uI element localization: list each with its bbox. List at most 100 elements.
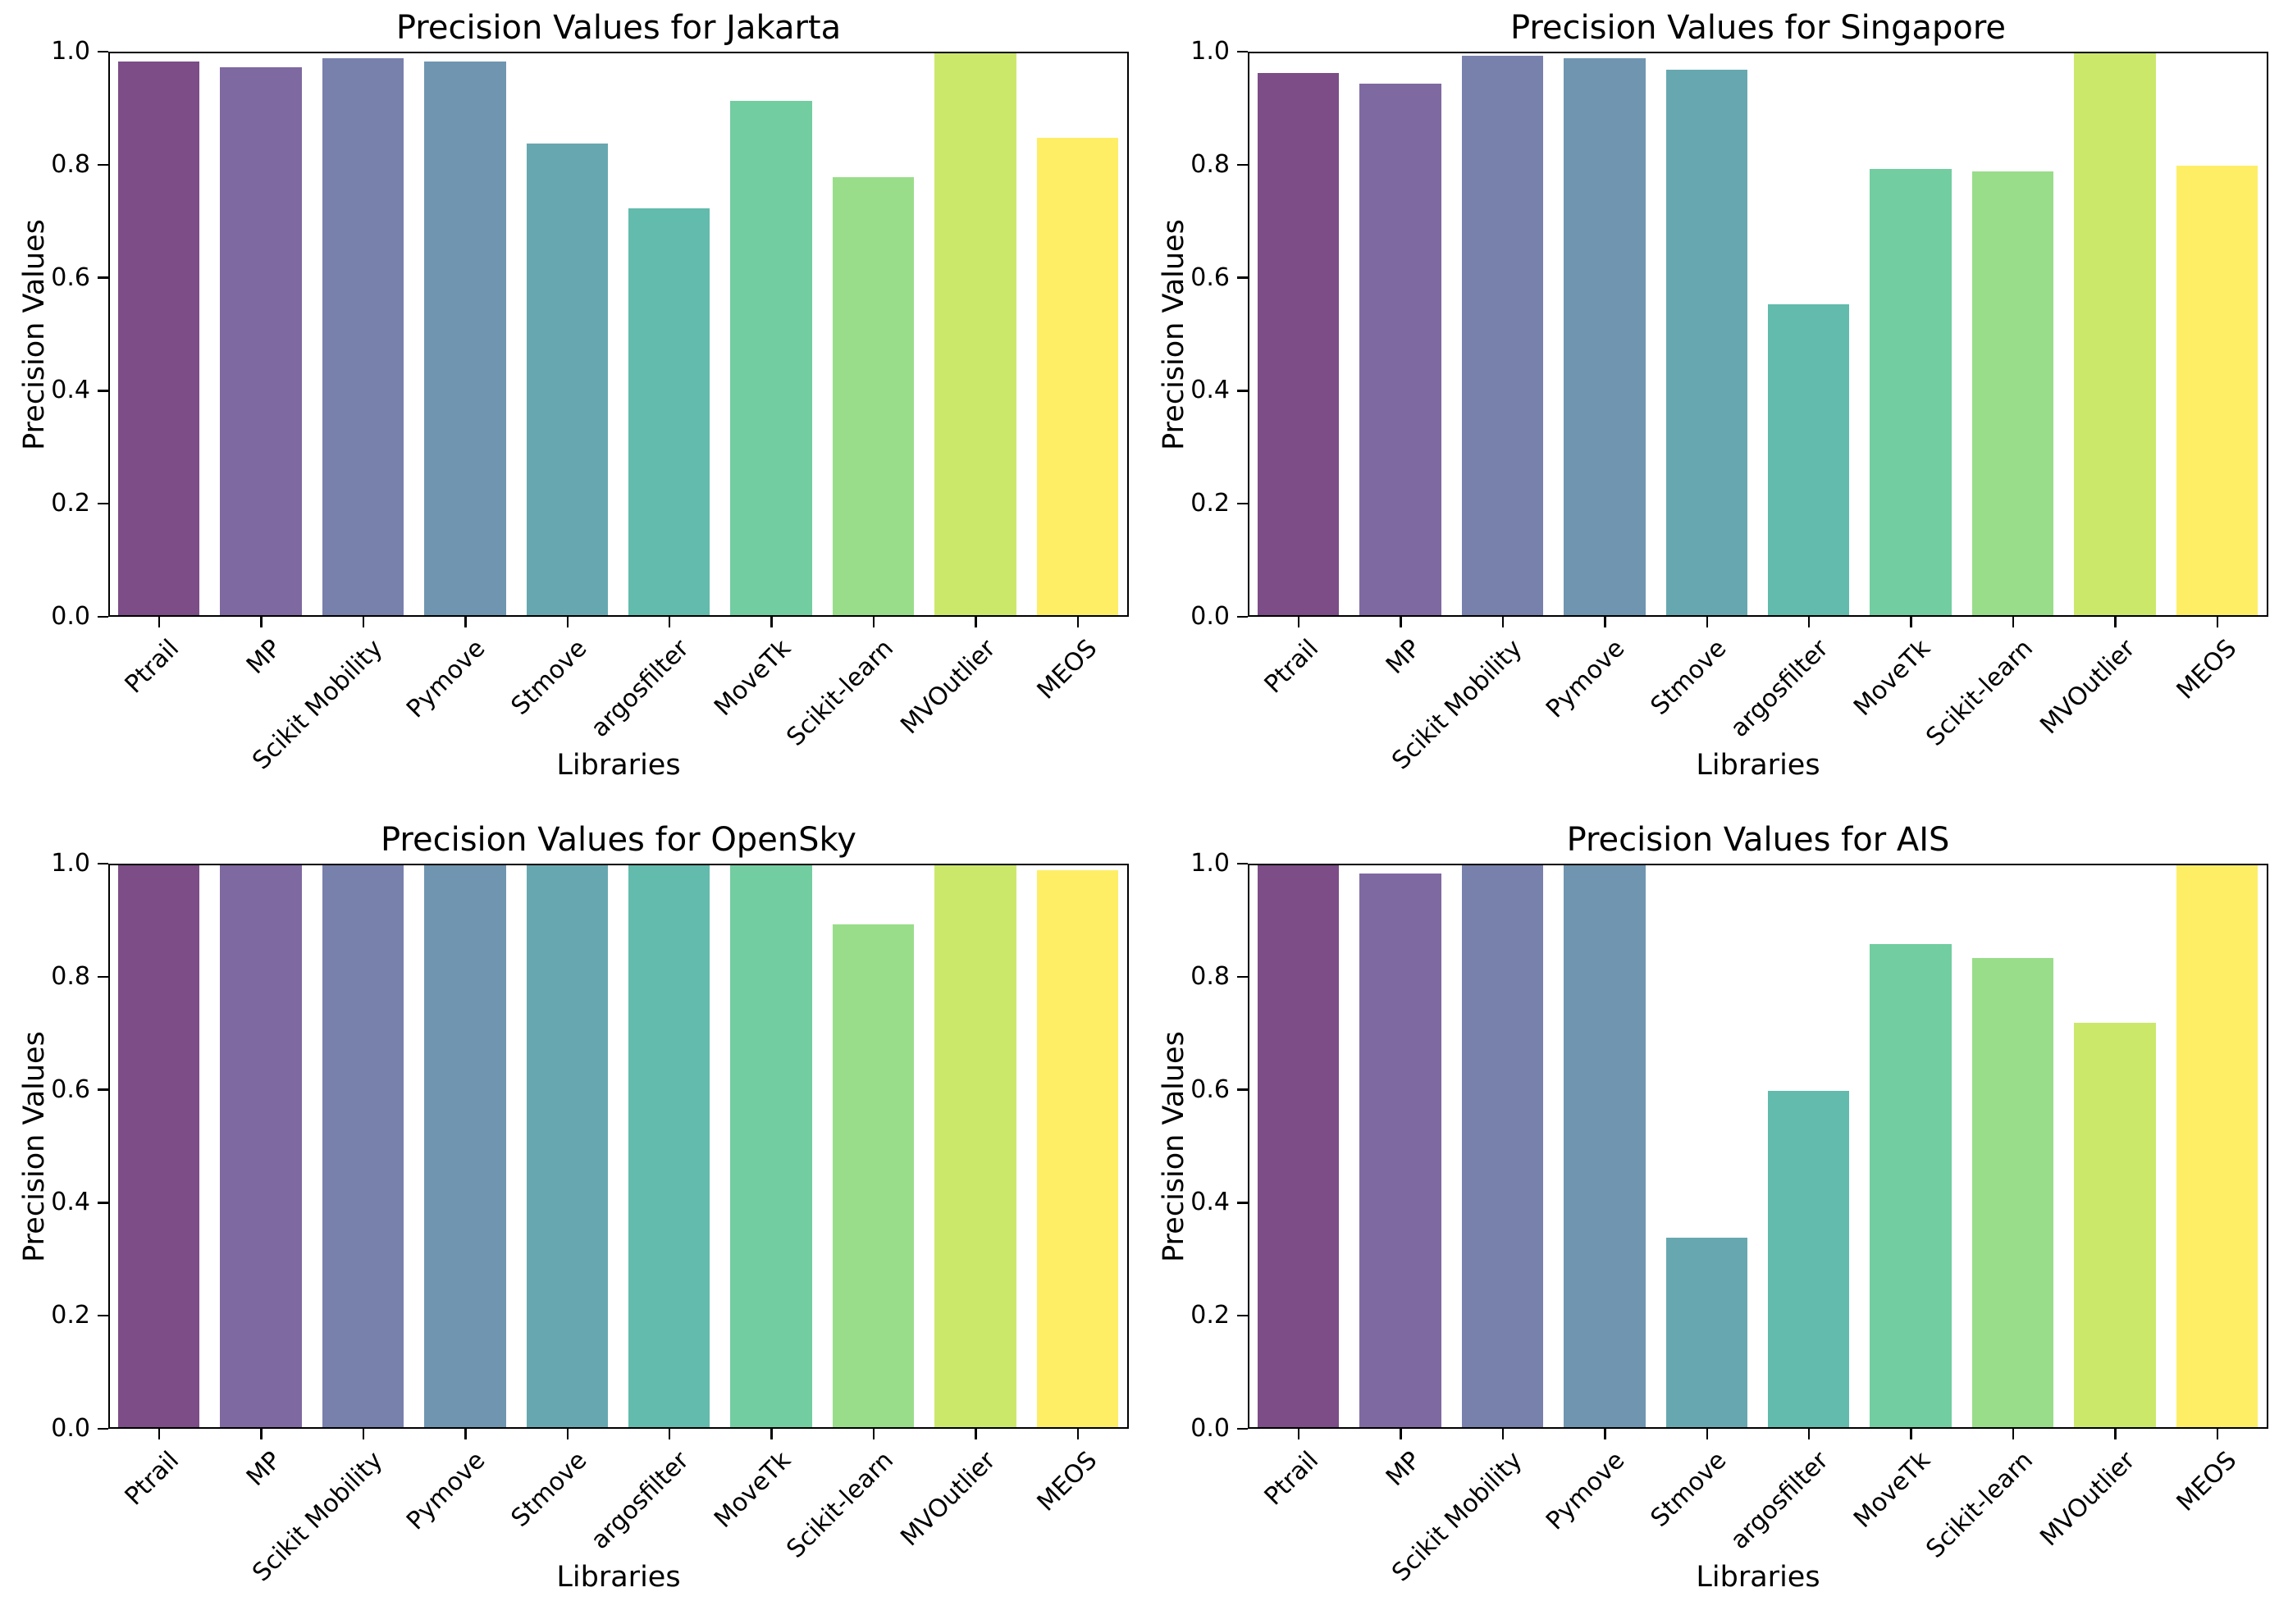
chart-opensky: Precision Values for OpenSky Precision V…	[0, 812, 1140, 1624]
x-tick-mark	[260, 617, 263, 627]
x-axis-label: Libraries	[1696, 749, 1820, 782]
x-tick-mark	[1807, 617, 1811, 627]
bar-ptrail	[1257, 865, 1340, 1427]
x-tick-mark	[1297, 1429, 1300, 1439]
x-tick-mark	[1604, 617, 1606, 627]
bar-pymove	[1564, 865, 1646, 1427]
x-tick-label-text: Ptrail	[1258, 634, 1324, 700]
y-tick-label-text: 1.0	[51, 37, 90, 66]
y-tick-mark	[1237, 276, 1248, 279]
x-tick-mark	[2216, 1429, 2219, 1439]
y-tick-label-text: 1.0	[1190, 37, 1230, 66]
chart-title: Precision Values for OpenSky	[381, 821, 856, 859]
bar-argosfilter	[1767, 304, 1850, 615]
x-tick-mark	[2012, 1429, 2015, 1439]
x-tick-label-text: Ptrail	[119, 634, 185, 700]
x-tick-label-text: MVOutlier	[894, 1446, 1002, 1553]
y-tick-label-text: 0.6	[51, 262, 90, 292]
chart-title: Precision Values for Jakarta	[395, 9, 842, 47]
x-tick-mark	[1706, 617, 1709, 627]
x-tick-label-text: MEOS	[2171, 1446, 2243, 1517]
y-tick-label-text: 0.4	[1190, 1188, 1230, 1217]
bar-meos	[1036, 137, 1119, 615]
x-tick-mark	[1400, 1429, 1402, 1439]
y-tick-label-text: 0.4	[51, 376, 90, 405]
y-tick-label-text: 1.0	[51, 849, 90, 878]
y-tick-label-text: 0.4	[1190, 376, 1230, 405]
y-tick-mark	[98, 1314, 108, 1317]
x-tick-label-text: MEOS	[1031, 1446, 1103, 1517]
y-tick-label-text: 0.2	[1190, 489, 1230, 518]
bar-ptrail	[117, 865, 200, 1427]
chart-title: Precision Values for AIS	[1566, 821, 1950, 859]
y-tick-mark	[98, 862, 108, 865]
bar-pymove	[424, 865, 506, 1427]
x-tick-mark	[566, 1429, 569, 1439]
x-tick-mark	[1076, 617, 1080, 627]
x-tick-mark	[362, 617, 365, 627]
x-tick-label-text: MP	[240, 1446, 287, 1492]
bar-scikit-mobility	[1461, 55, 1544, 615]
x-tick-label-text: MoveTk	[1848, 1446, 1937, 1534]
x-tick-mark	[975, 1429, 977, 1439]
bar-scikit-mobility	[322, 865, 404, 1427]
x-tick-mark	[464, 1429, 467, 1439]
bar-scikit-learn	[1971, 958, 2054, 1427]
bar-argosfilter	[628, 208, 710, 615]
x-tick-mark	[464, 617, 467, 627]
y-tick-mark	[1237, 615, 1248, 618]
x-tick-label-text: Scikit-learn	[1920, 1446, 2039, 1564]
x-axis-label: Libraries	[556, 749, 681, 782]
bar-mp	[1359, 873, 1441, 1427]
bar-scikit-learn	[832, 924, 915, 1427]
bar-stmove	[1665, 1238, 1748, 1427]
y-axis-label-text: Precision Values	[18, 219, 51, 450]
y-tick-label-text: 0.4	[51, 1188, 90, 1217]
chart-title: Precision Values for Singapore	[1509, 9, 2007, 47]
x-tick-label-text: Scikit-learn	[781, 1446, 899, 1564]
x-tick-mark	[566, 617, 569, 627]
y-tick-mark	[1237, 1088, 1248, 1091]
y-tick-mark	[98, 276, 108, 279]
y-tick-label-text: 0.0	[51, 1414, 90, 1443]
y-tick-mark	[98, 163, 108, 167]
bar-meos	[2176, 166, 2258, 615]
x-tick-mark	[668, 617, 671, 627]
x-tick-label-text: Scikit-learn	[781, 634, 899, 752]
y-tick-mark	[1237, 1202, 1248, 1204]
chart-jakarta: Precision Values for Jakarta Precision V…	[0, 0, 1140, 812]
y-tick-mark	[98, 1202, 108, 1204]
x-tick-mark	[1501, 617, 1505, 627]
bar-mp	[1359, 84, 1441, 615]
x-tick-label-text: Pymove	[1540, 634, 1631, 724]
y-axis-label-text: Precision Values	[1158, 1031, 1190, 1262]
y-tick-label-text: 0.0	[1190, 602, 1230, 631]
y-tick-label-text: 0.8	[1190, 961, 1230, 991]
bar-scikit-learn	[832, 177, 915, 615]
chart-ais: Precision Values for AIS Precision Value…	[1140, 812, 2279, 1624]
y-tick-label-text: 0.8	[1190, 149, 1230, 179]
x-tick-label-text: argosfilter	[585, 634, 695, 743]
chart-singapore: Precision Values for Singapore Precision…	[1140, 0, 2279, 812]
x-tick-label-text: Pymove	[1540, 1446, 1631, 1536]
y-tick-label-text: 0.6	[51, 1074, 90, 1104]
y-axis-label-text: Precision Values	[18, 1031, 51, 1262]
y-tick-mark	[98, 390, 108, 392]
x-tick-mark	[872, 1429, 875, 1439]
bar-stmove	[1665, 70, 1748, 615]
y-tick-mark	[98, 1427, 108, 1430]
x-tick-label-text: MEOS	[1031, 634, 1103, 705]
bar-mvoutlier	[934, 865, 1016, 1427]
x-tick-label-text: Stmove	[1645, 634, 1733, 721]
x-tick-mark	[158, 1429, 161, 1439]
y-tick-mark	[98, 975, 108, 979]
y-tick-label-text: 0.6	[1190, 1074, 1230, 1104]
bar-argosfilter	[1767, 1091, 1850, 1427]
y-tick-label-text: 0.2	[51, 1301, 90, 1330]
x-tick-mark	[975, 617, 977, 627]
x-axis-label: Libraries	[556, 1561, 681, 1594]
x-tick-label-text: MP	[240, 634, 287, 680]
plot-area	[1248, 864, 2268, 1429]
bar-scikit-mobility	[1461, 865, 1544, 1427]
